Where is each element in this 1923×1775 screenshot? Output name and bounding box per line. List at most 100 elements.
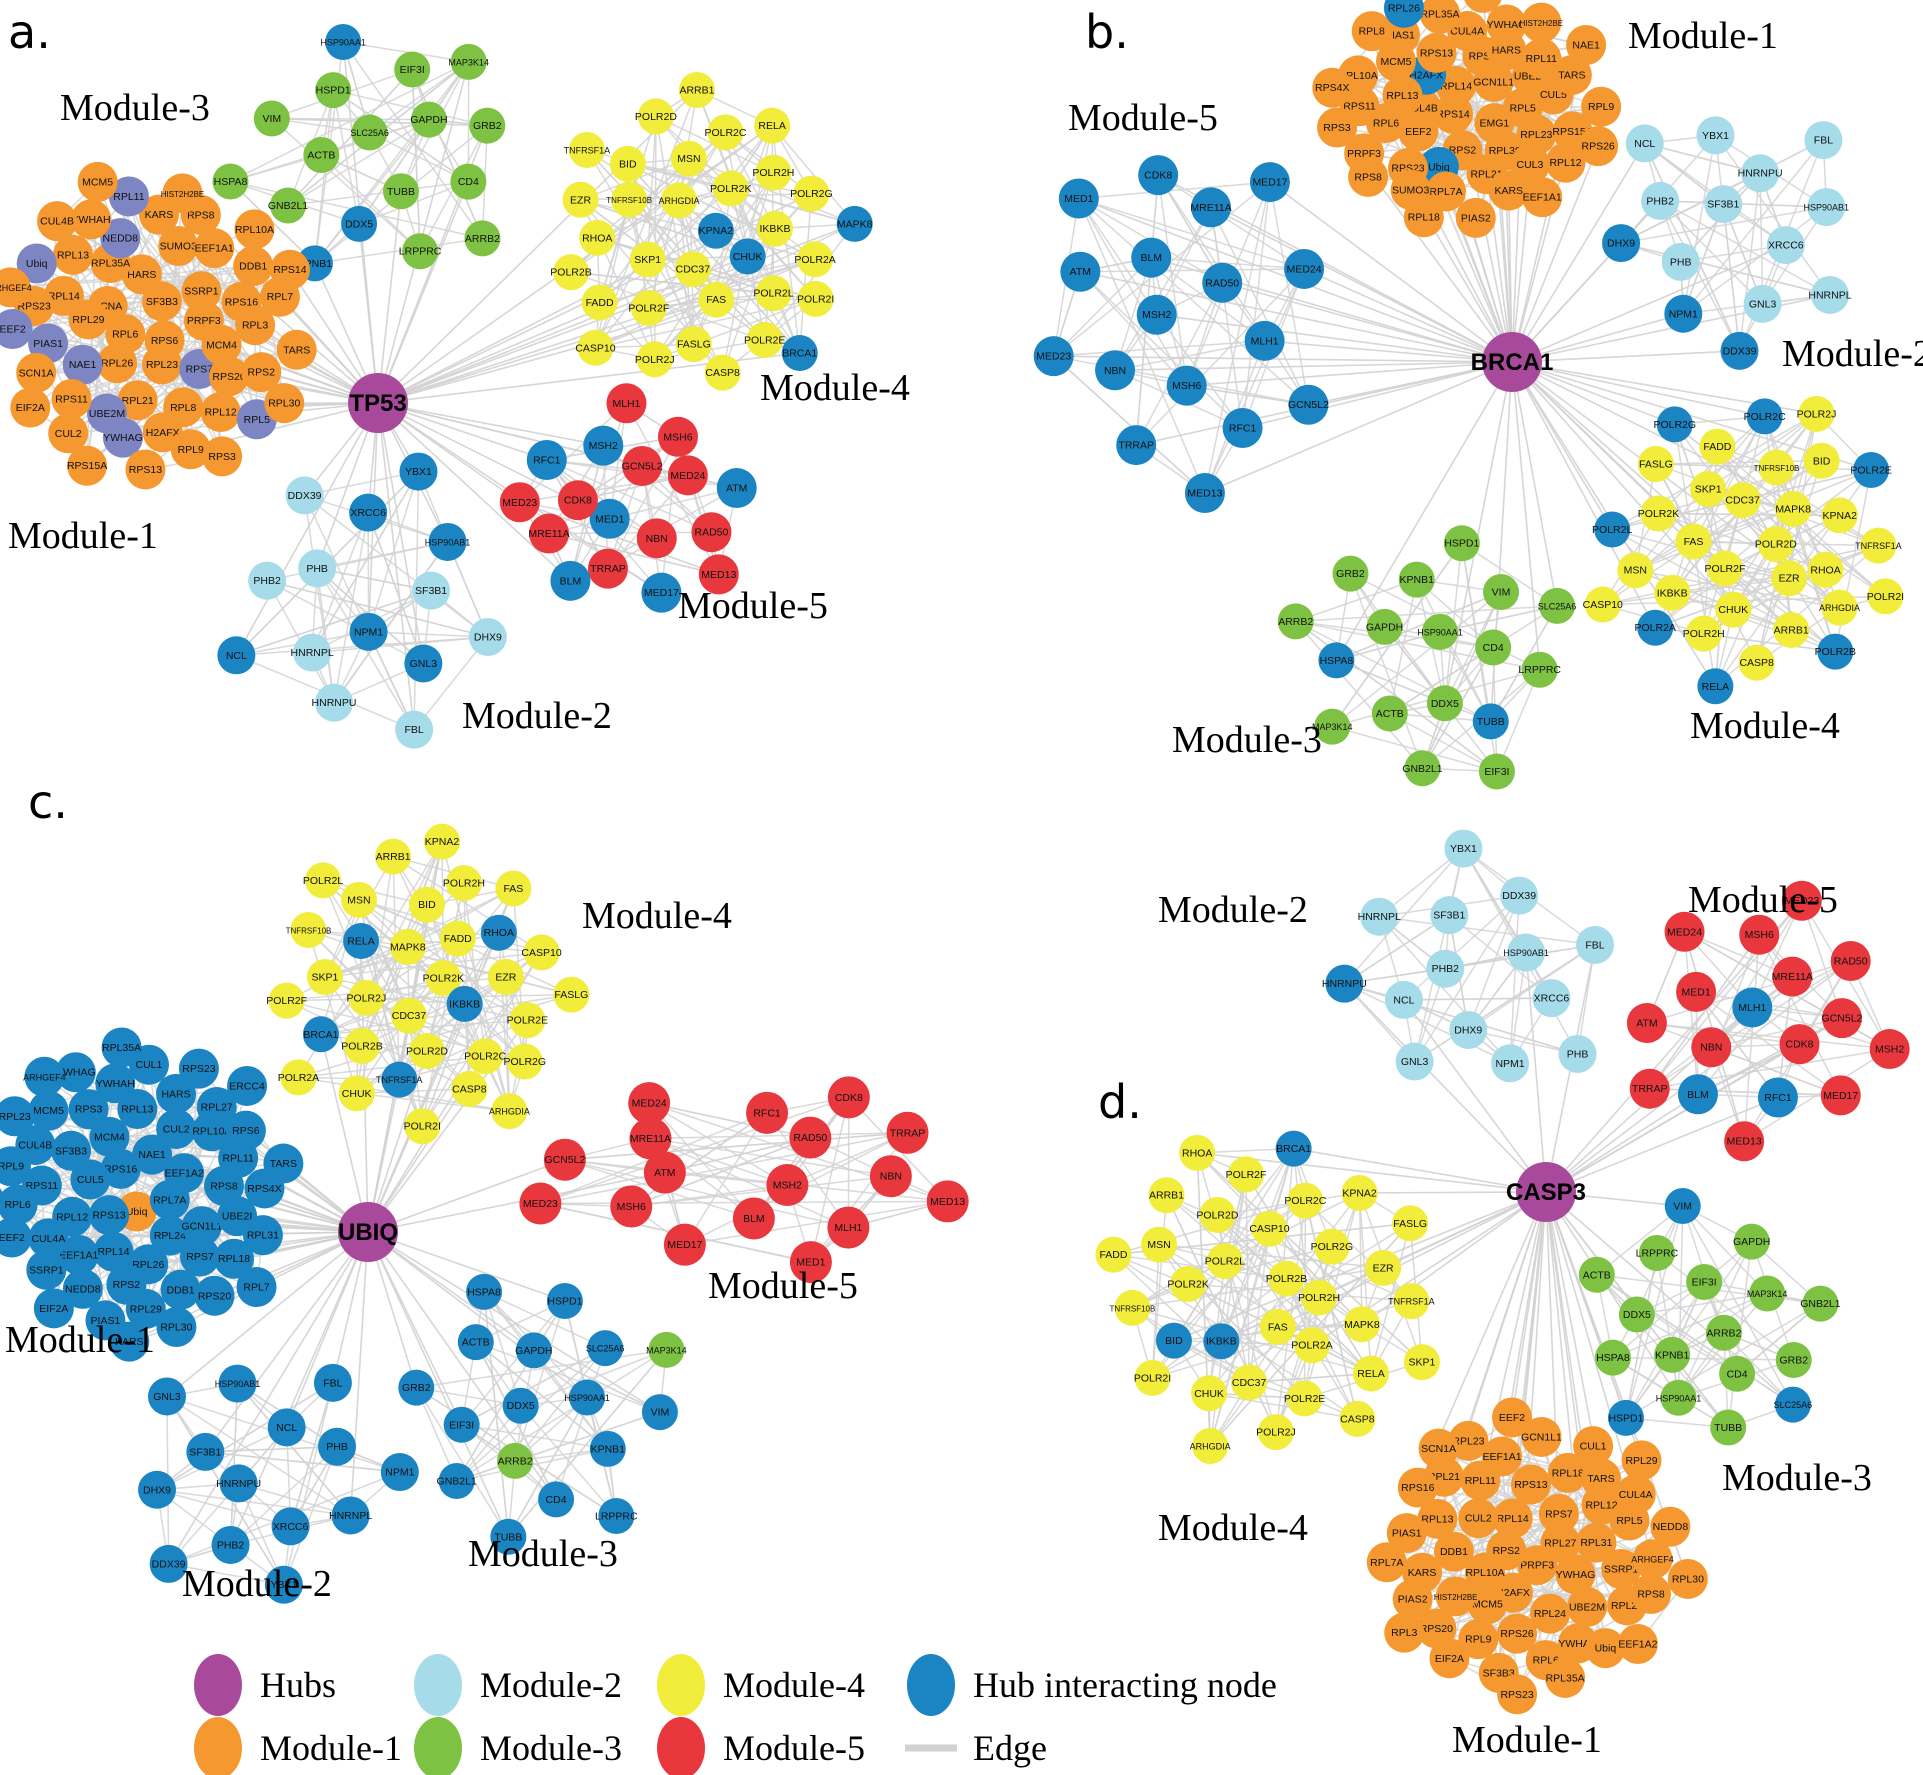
node-RPL9: RPL9 (1581, 86, 1622, 127)
hub-edge (367, 1171, 666, 1233)
node-circle-HNRNPL (331, 1496, 370, 1535)
node-HNRNPU: HNRNPU (1322, 964, 1367, 1003)
node-circle-HNRNPL (1810, 275, 1849, 314)
node-circle-FAS (698, 281, 735, 318)
node-circle-CUL4A (1615, 1474, 1656, 1515)
node-circle-ACTB (1371, 695, 1408, 732)
edge (1509, 895, 1520, 1064)
node-RPL31: RPL31 (242, 1215, 283, 1256)
node-circle-CDK8 (1779, 1024, 1820, 1065)
node-TRRAP: TRRAP (1629, 1068, 1670, 1109)
node-HSPD1: HSPD1 (1443, 525, 1480, 562)
node-DHX9: DHX9 (468, 617, 507, 656)
node-circle-MLH1 (827, 1206, 870, 1249)
node-circle-SF3B1 (1430, 896, 1469, 935)
node-RPS23: RPS23 (178, 1048, 219, 1089)
node-CHUK: CHUK (1191, 1375, 1228, 1412)
node-HSPA8: HSPA8 (1318, 642, 1355, 679)
node-MRE11A: MRE11A (1190, 187, 1232, 228)
node-circle-YBX1 (264, 1565, 303, 1604)
hub-edge (367, 1231, 535, 1352)
node-circle-POLR2A (1637, 609, 1674, 646)
node-circle-RPL9 (170, 429, 211, 470)
node-circle-SLC25A6 (1539, 587, 1576, 624)
node-VIM: VIM (253, 100, 290, 137)
node-circle-HNRNPU (1325, 964, 1364, 1003)
node-circle-RELA (343, 922, 380, 959)
node-EEF1A2: EEF1A2 (164, 1153, 205, 1194)
node-circle-MCM4 (89, 1116, 130, 1157)
node-NPM1: NPM1 (349, 612, 388, 651)
node-FBL: FBL (1576, 925, 1615, 964)
node-circle-SCN1A (1418, 1428, 1459, 1469)
node-circle-EIF2A (10, 387, 51, 428)
node-circle-PHB2 (248, 561, 287, 600)
node-circle-DHX9 (468, 617, 507, 656)
node-circle-POLR2C (1746, 398, 1783, 435)
node-circle-MRE11A (1190, 187, 1231, 228)
node-circle-POLR2D (1757, 526, 1794, 563)
legend-label: Module-3 (480, 1728, 622, 1768)
edge (1659, 200, 1831, 296)
node-CASP8: CASP8 (451, 1070, 488, 1107)
edge (1053, 340, 1265, 357)
node-circle-POLR2I (404, 1108, 441, 1145)
node-CDC37: CDC37 (1231, 1364, 1268, 1401)
node-circle-NCL (267, 1408, 306, 1447)
node-MAPK8: MAPK8 (836, 205, 873, 242)
legend-item-module-5: Module-5 (657, 1717, 865, 1775)
node-circle-MED24 (628, 1082, 671, 1125)
node-BRCA1: BRCA1 (302, 1016, 339, 1053)
node-circle-YWHAG (102, 417, 143, 458)
node-MLH1: MLH1 (606, 383, 647, 424)
node-ARRB1: ARRB1 (1148, 1177, 1185, 1214)
node-circle-ACTB (1578, 1256, 1615, 1293)
node-circle-POLR2A (1294, 1327, 1331, 1364)
hub-edge (1511, 1191, 1547, 1418)
node-FASLG: FASLG (1637, 446, 1674, 483)
node-FASLG: FASLG (675, 326, 712, 363)
node-circle-KARS (1488, 170, 1529, 211)
edge (655, 116, 695, 345)
edge (1157, 175, 1188, 386)
node-circle-RPS13 (89, 1195, 130, 1236)
edge (1682, 1205, 1794, 1406)
node-SSRP1: SSRP1 (181, 271, 222, 312)
edge (546, 459, 658, 539)
node-circle-HNRNPU (315, 683, 354, 722)
node-DDX5: DDX5 (1426, 685, 1463, 722)
node-circle-RPL21 (117, 380, 158, 421)
node-circle-RPL9 (1581, 86, 1622, 127)
node-circle-POLR2H (1685, 615, 1722, 652)
node-circle-RPS3 (1317, 107, 1358, 148)
node-circle-PIAS1 (1386, 1513, 1427, 1554)
legend-label: Hubs (260, 1665, 336, 1705)
node-circle-DDB1 (233, 246, 274, 287)
node-circle-NAE1 (62, 344, 103, 385)
edge (1078, 198, 1206, 494)
node-circle-RFC1 (1757, 1077, 1798, 1118)
node-circle-CDK8 (1138, 155, 1179, 196)
hub-edge (377, 402, 415, 730)
hub-edge (1264, 340, 1513, 363)
node-MED24: MED24 (1284, 248, 1325, 289)
node-PHB2: PHB2 (211, 1525, 250, 1564)
edge (1078, 181, 1271, 200)
hub-edge (377, 402, 571, 582)
edge (483, 1291, 606, 1349)
node-circle-RFC1 (746, 1091, 789, 1134)
edge (1135, 282, 1223, 446)
edge (416, 1349, 667, 1389)
node-circle-YWHAG (55, 1052, 96, 1093)
node-RELA: RELA (754, 107, 791, 144)
node-circle-MAP3K14 (1314, 708, 1351, 745)
node-circle-HSPA8 (1318, 642, 1355, 679)
node-circle-POLR2D (637, 98, 674, 135)
edge (1413, 895, 1520, 1062)
hub-edge (1511, 361, 1558, 607)
node-circle-XRCC6 (271, 1507, 310, 1546)
node-circle-POLR2B (1268, 1260, 1305, 1297)
node-RAD50: RAD50 (789, 1116, 832, 1159)
node-TUBB: TUBB (1472, 703, 1509, 740)
node-circle-RHOA (579, 219, 616, 256)
